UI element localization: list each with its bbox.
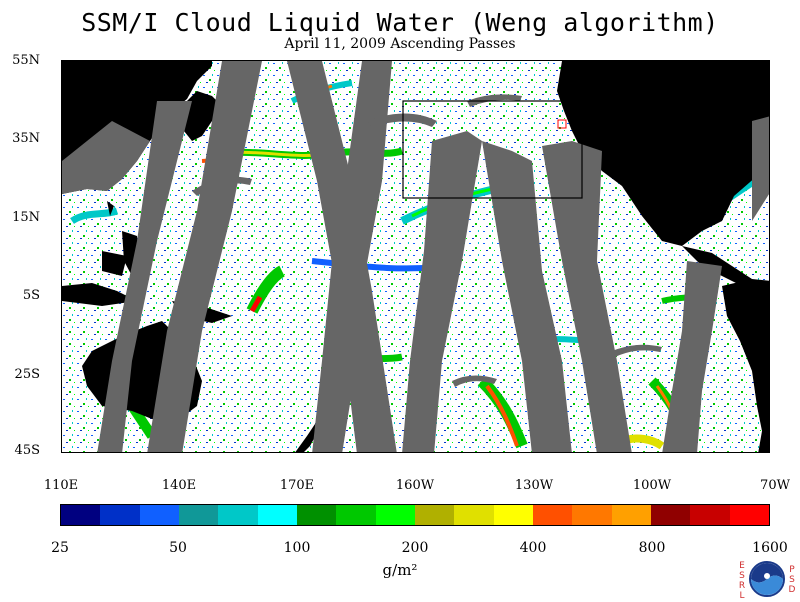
colorbar-tick: 25 xyxy=(51,540,69,556)
swath-5 xyxy=(312,61,392,452)
colorbar-swatch xyxy=(218,505,258,525)
lon-label: 170E xyxy=(279,478,315,493)
colorbar-tick: 1600 xyxy=(752,540,788,556)
colorbar-swatch xyxy=(414,505,455,525)
noaa-emblem-icon xyxy=(749,561,785,597)
lat-label: 55N xyxy=(12,53,40,68)
colorbar-tick: 800 xyxy=(638,540,666,556)
marker-box xyxy=(557,119,567,129)
land-borneo-newguinea xyxy=(102,251,232,323)
land-north-america xyxy=(557,61,769,246)
lat-label: 5S xyxy=(22,288,40,303)
map-panel xyxy=(61,60,770,453)
swath-arc-5 xyxy=(612,344,662,357)
swath-arc-4 xyxy=(452,375,497,387)
region-box xyxy=(402,100,583,199)
lon-label: 100W xyxy=(632,478,672,493)
lat-label: 25S xyxy=(14,367,40,382)
land-taiwan-philippines xyxy=(107,201,140,276)
colorbar-swatch xyxy=(139,505,179,525)
colorbar-swatch xyxy=(61,505,101,525)
land-japan xyxy=(182,91,222,141)
land-indonesia xyxy=(62,283,137,306)
colorbar-swatch xyxy=(650,505,691,525)
colorbar-swatch xyxy=(493,505,533,525)
swath-3 xyxy=(147,61,262,452)
colorbar xyxy=(60,504,770,526)
chart-title: SSM/I Cloud Liquid Water (Weng algorithm… xyxy=(81,8,719,37)
map-canvas xyxy=(62,61,769,452)
lat-label: 35N xyxy=(12,131,40,146)
colorbar-tick: 400 xyxy=(519,540,547,556)
swath-arc-2 xyxy=(367,113,437,127)
swath-10 xyxy=(752,116,769,221)
lon-label: 70W xyxy=(760,478,790,493)
swath-9 xyxy=(662,261,722,452)
swath-8 xyxy=(542,141,632,452)
colorbar-swatch xyxy=(100,505,140,525)
colorbar-swatch xyxy=(178,505,219,525)
no-data-swaths xyxy=(62,61,769,452)
colorbar-tick: 100 xyxy=(283,540,311,556)
colorbar-swatch xyxy=(336,505,376,525)
swath-2 xyxy=(97,101,192,452)
colorbar-tick: 200 xyxy=(401,540,429,556)
colorbar-swatch xyxy=(257,505,297,525)
lat-label: 45S xyxy=(14,443,40,458)
colorbar-swatch xyxy=(572,505,612,525)
colorbar-swatch xyxy=(729,505,769,525)
colorbar-swatch xyxy=(611,505,651,525)
colorbar-tick: 50 xyxy=(169,540,187,556)
swath-arc-1 xyxy=(192,176,252,196)
lon-label: 140E xyxy=(161,478,197,493)
colorbar-swatch xyxy=(375,505,415,525)
land-south-america xyxy=(722,279,769,452)
colorbar-swatch xyxy=(690,505,730,525)
colorbar-swatch xyxy=(532,505,573,525)
colorbar-swatch xyxy=(454,505,494,525)
lon-label: 160W xyxy=(395,478,435,493)
swath-6 xyxy=(402,131,482,452)
swath-1 xyxy=(62,121,150,194)
lon-label: 110E xyxy=(43,478,79,493)
lat-label: 15N xyxy=(12,210,40,225)
swath-arc-3 xyxy=(467,94,522,107)
colorbar-units: g/m² xyxy=(382,561,418,579)
colorbar-swatch xyxy=(296,505,337,525)
swath-7 xyxy=(482,141,572,452)
chart-subtitle: April 11, 2009 Ascending Passes xyxy=(284,36,516,52)
lon-label: 130W xyxy=(514,478,554,493)
